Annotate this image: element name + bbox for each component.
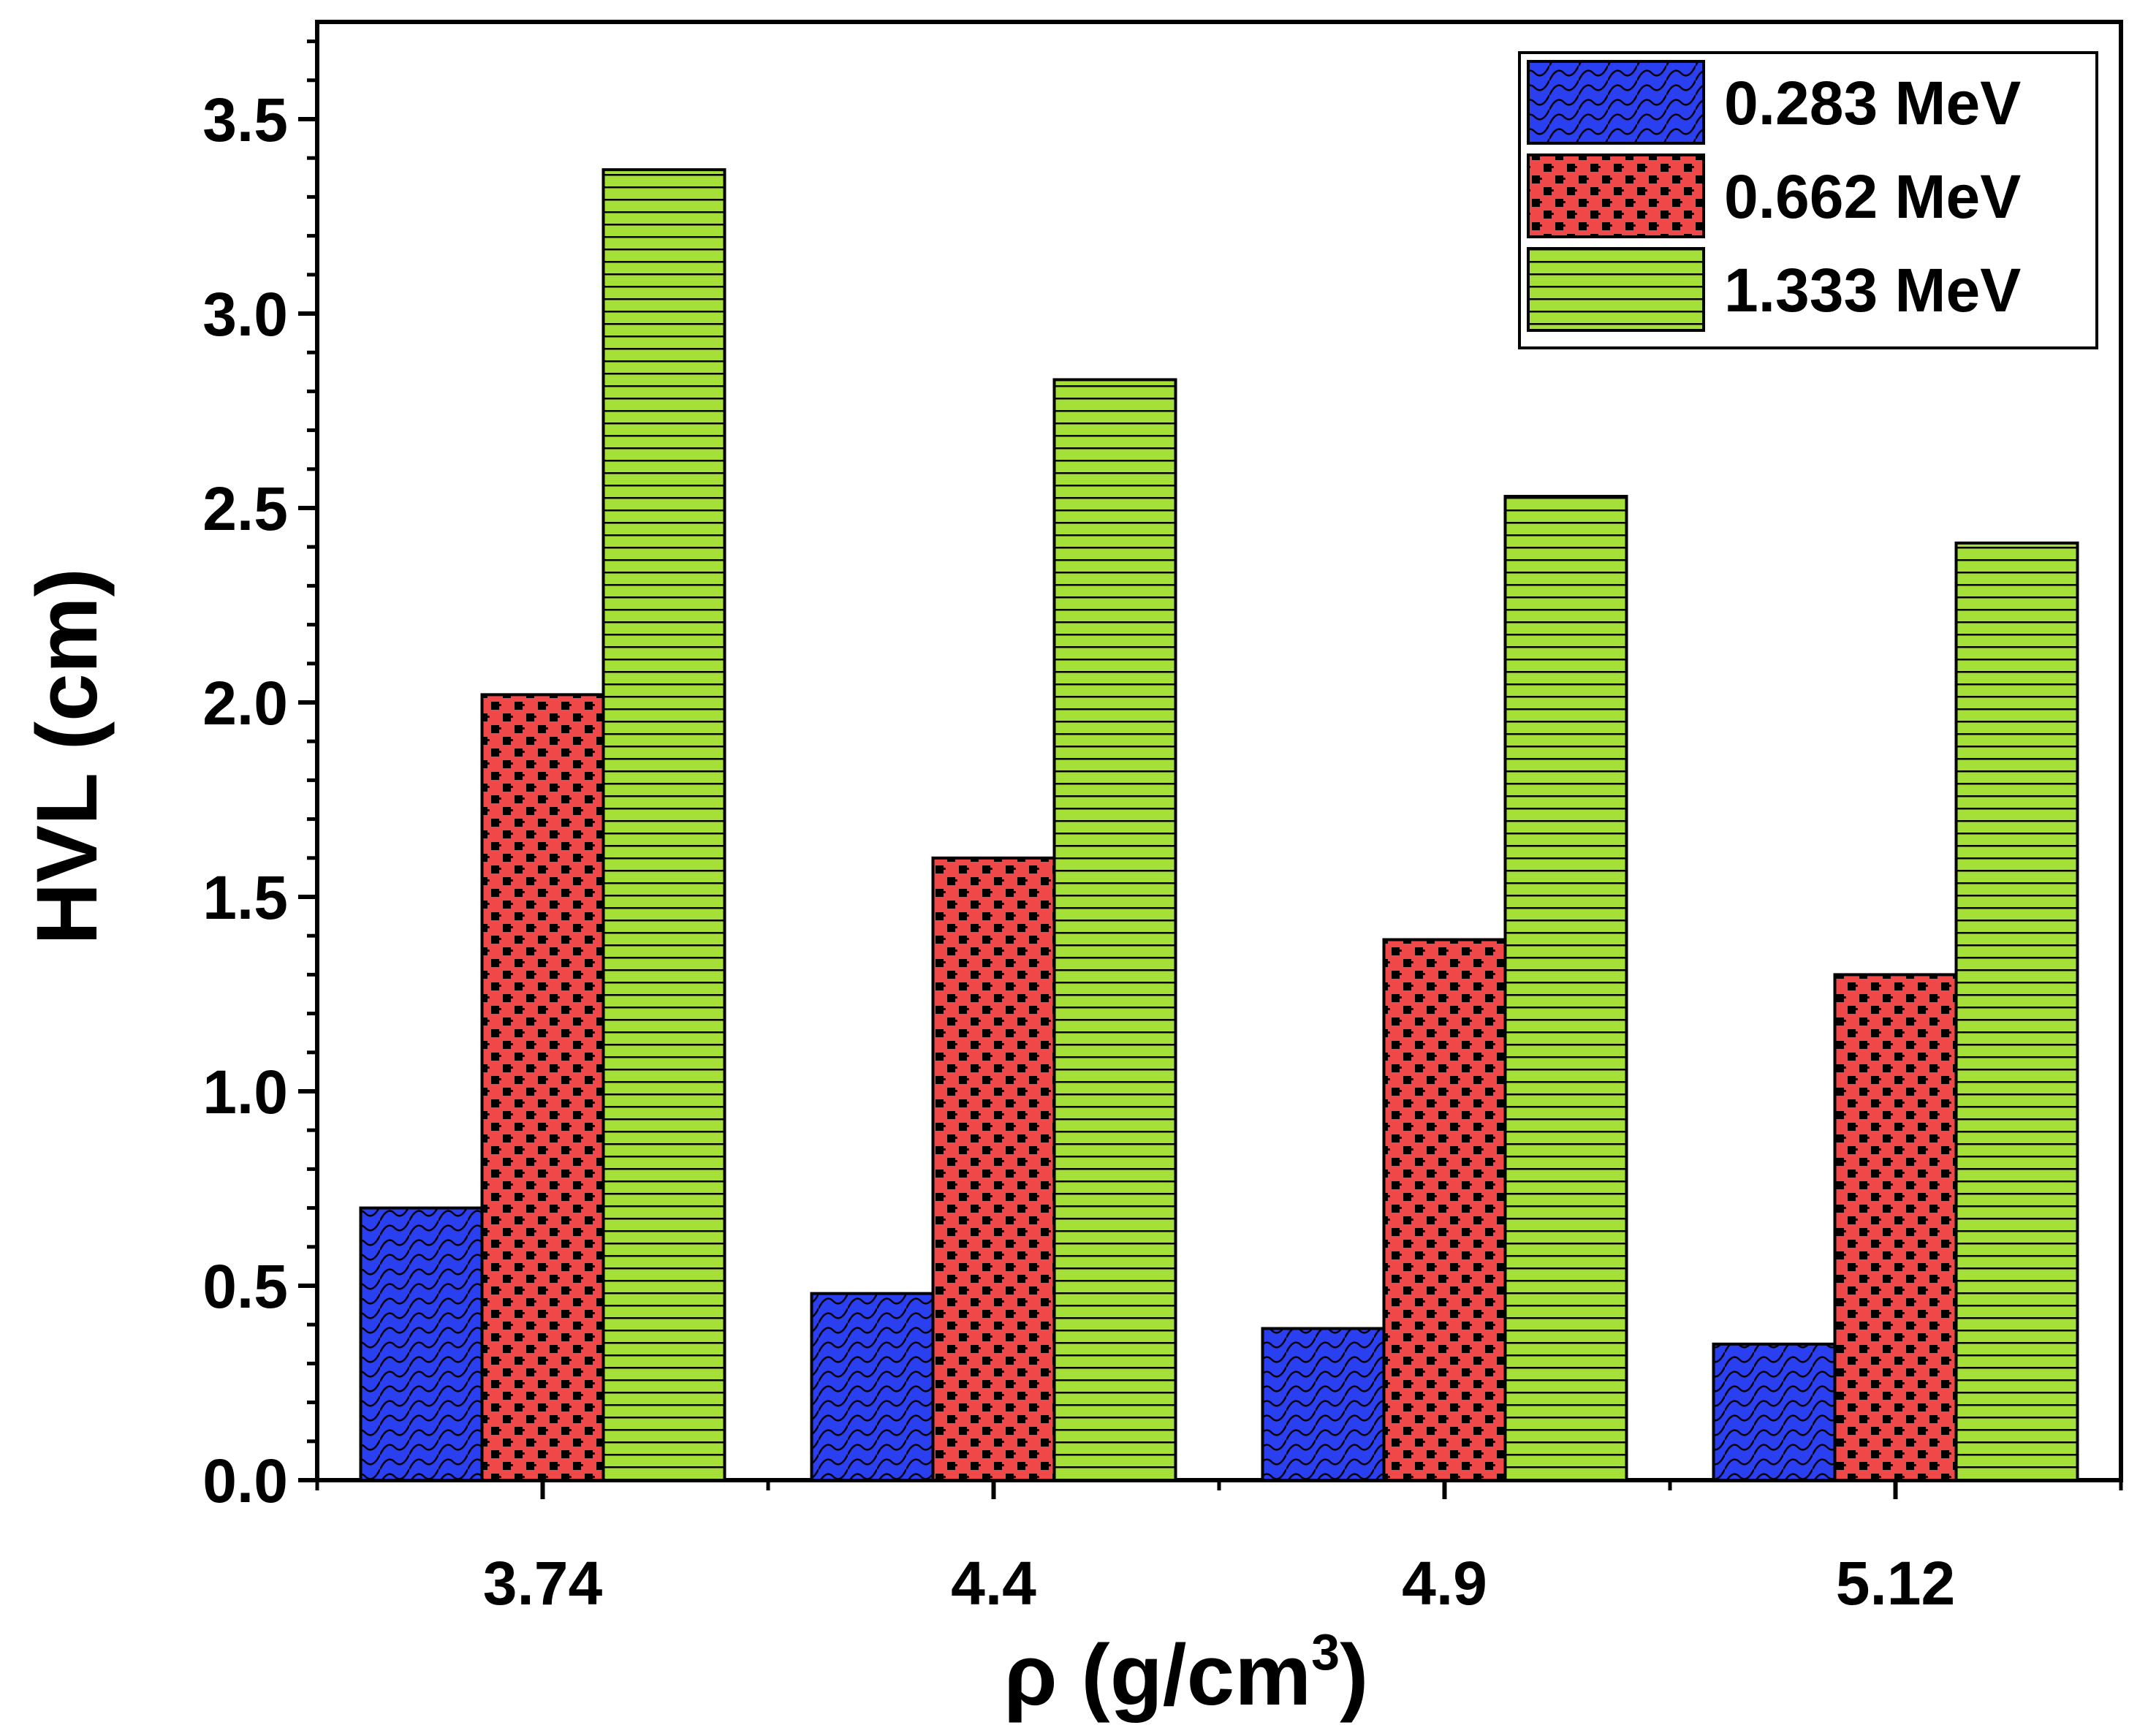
y-tick-label: 2.0 <box>202 669 288 738</box>
legend-label-1: 0.283 MeV <box>1724 69 2021 137</box>
bar-0-662-mev-4-4 <box>931 856 1056 1482</box>
x-axis-title-superscript: 3 <box>1311 1623 1340 1680</box>
bar-0-283-mev-4-9 <box>1261 1327 1386 1482</box>
x-tick-label: 4.4 <box>951 1549 1036 1618</box>
legend-swatch-3 <box>1527 247 1705 332</box>
y-axis: 0.0 0.5 1.0 1.5 2.0 2.5 3.0 3.5 <box>202 39 317 1515</box>
y-tick-label: 3.5 <box>202 86 288 154</box>
legend-swatch-1 <box>1527 60 1705 145</box>
bar-1-333-mev-4-4 <box>1052 378 1177 1482</box>
x-axis-title-suffix: ) <box>1340 1627 1368 1724</box>
bar-1-333-mev-5-12 <box>1954 541 2079 1482</box>
bar-0-662-mev-4-9 <box>1382 938 1507 1482</box>
bar-0-283-mev-5-12 <box>1712 1342 1837 1482</box>
bars-group <box>359 168 2079 1482</box>
bar-0-662-mev-3-74 <box>480 693 605 1482</box>
y-tick-label: 3.0 <box>202 280 288 349</box>
x-tick-label: 5.12 <box>1836 1549 1956 1618</box>
x-axis: 3.74 4.4 4.9 5.12 <box>315 1480 2123 1618</box>
y-tick-label: 2.5 <box>202 474 288 543</box>
bar-0-283-mev-3-74 <box>359 1206 484 1482</box>
legend-label-2: 0.662 MeV <box>1724 162 2021 231</box>
legend-swatch-2 <box>1527 153 1705 238</box>
bar-1-333-mev-4-9 <box>1503 495 1628 1482</box>
y-tick-label: 1.0 <box>202 1058 288 1126</box>
bar-1-333-mev-3-74 <box>601 168 726 1482</box>
x-axis-title: ρ (g/cm3) <box>1004 1623 1369 1724</box>
bar-0-283-mev-4-4 <box>810 1292 935 1482</box>
x-tick-label: 3.74 <box>483 1549 603 1618</box>
y-tick-label: 0.0 <box>202 1447 288 1515</box>
bar-0-662-mev-5-12 <box>1833 973 1958 1482</box>
y-tick-label: 1.5 <box>202 863 288 932</box>
x-axis-title-main: ρ (g/cm <box>1004 1627 1312 1724</box>
legend: 0.283 MeV 0.662 MeV 1.333 MeV <box>1518 51 2098 349</box>
y-tick-label: 0.5 <box>202 1252 288 1321</box>
y-axis-title: HVL (cm) <box>19 568 115 945</box>
legend-label-3: 1.333 MeV <box>1724 256 2021 325</box>
x-tick-label: 4.9 <box>1402 1549 1487 1618</box>
